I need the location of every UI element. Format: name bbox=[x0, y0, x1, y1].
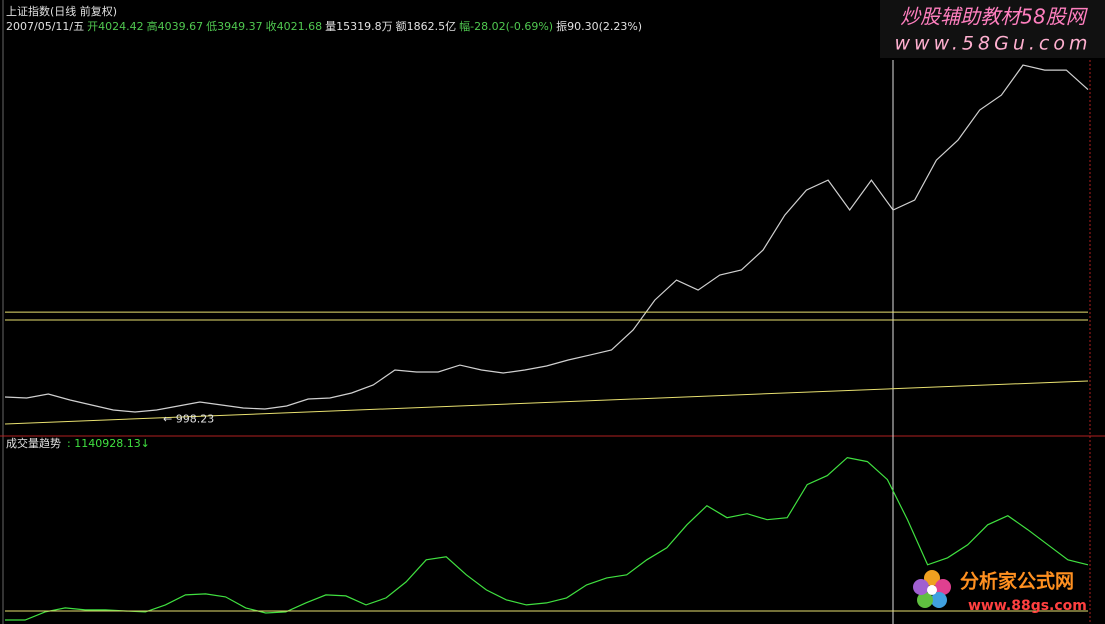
trend-line bbox=[4, 380, 1089, 425]
low-label: ← 998.23 bbox=[163, 412, 214, 425]
data-line bbox=[5, 456, 1089, 621]
indicator-name: 成交量趋势 bbox=[6, 436, 61, 450]
quote-item: 收4021.68 bbox=[266, 19, 323, 33]
watermark-title: 炒股辅助教材58股网 bbox=[900, 5, 1088, 29]
quote-line: 2007/05/11/五 开4024.42 高4039.67 低3949.37 收402… bbox=[6, 19, 642, 33]
quote-item: 量15319.8万 bbox=[325, 20, 393, 33]
quote-item: 振90.30(2.23%) bbox=[556, 19, 642, 33]
watermark-title: 分析家公式网 bbox=[960, 570, 1074, 593]
indicator-value: : 1140928.13↓ bbox=[67, 437, 150, 450]
watermark-bottom: 分析家公式网 www.88gs.com bbox=[913, 570, 1087, 614]
quote-item: 2007/05/11/五 bbox=[6, 20, 84, 33]
watermark-top: 炒股辅助教材58股网 www.58Gu.com bbox=[880, 0, 1105, 58]
data-line bbox=[4, 64, 1089, 413]
watermark-url: www.88gs.com bbox=[968, 598, 1087, 614]
quote-item: 幅-28.02(-0.69%) bbox=[459, 20, 553, 33]
quote-item: 低3949.37 bbox=[206, 20, 263, 33]
price-panel: ← 998.23 bbox=[4, 64, 1089, 425]
quote-item: 开4024.42 bbox=[87, 20, 144, 33]
quote-item: 额1862.5亿 bbox=[396, 20, 457, 33]
volume-panel bbox=[5, 456, 1089, 621]
quote-item: 高4039.67 bbox=[147, 19, 204, 33]
flower-logo bbox=[913, 570, 951, 608]
watermark-box bbox=[880, 0, 1105, 58]
chart-title: 上证指数(日线 前复权) bbox=[6, 4, 117, 18]
watermark-url: www.58Gu.com bbox=[894, 33, 1091, 55]
